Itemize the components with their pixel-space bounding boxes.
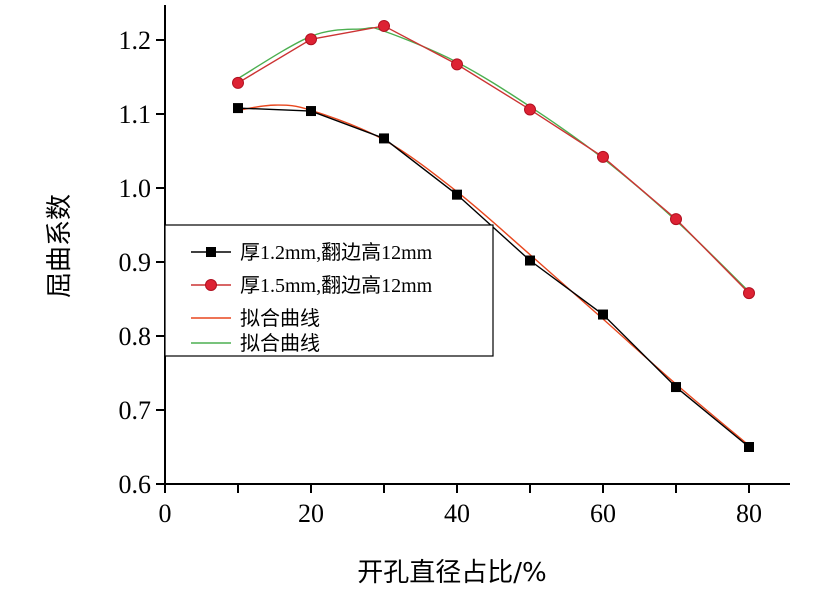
series-line-2 — [237, 25, 750, 294]
data-point — [670, 213, 682, 226]
y-tick-label: 0.7 — [119, 396, 152, 425]
legend-label-3: 拟合曲线 — [240, 307, 320, 330]
y-tick-label: 1.1 — [119, 100, 152, 129]
data-point — [743, 287, 755, 300]
y-tick-label: 1.2 — [119, 26, 152, 55]
axes: 0 20 40 60 80 0.6 0.7 0.8 0.9 1.0 1.1 1.2 — [119, 5, 790, 528]
x-tick-label: 80 — [736, 499, 762, 528]
x-tick-label: 20 — [298, 499, 324, 528]
legend-box — [164, 224, 494, 357]
data-point — [744, 442, 754, 452]
fit-curve-1 — [237, 104, 750, 447]
data-point — [451, 58, 463, 71]
x-tick-label: 0 — [159, 499, 172, 528]
y-tick-label: 0.8 — [119, 322, 152, 351]
data-point — [525, 255, 535, 266]
legend-marker-square — [206, 247, 216, 257]
data-point — [524, 103, 536, 116]
data-point — [671, 382, 681, 393]
fit-curves — [237, 26, 750, 447]
y-tick-label: 0.9 — [119, 248, 152, 277]
legend-label-2: 厚1.5mm,翻边高12mm — [240, 274, 433, 297]
data-series — [232, 19, 755, 452]
data-point — [233, 103, 243, 114]
data-point — [378, 19, 390, 32]
x-tick-label: 40 — [444, 499, 470, 528]
legend-label-4: 拟合曲线 — [240, 332, 320, 355]
legend-label-1: 厚1.2mm,翻边高12mm — [240, 241, 433, 264]
data-point — [452, 189, 462, 200]
data-point — [232, 76, 244, 89]
y-axis-label: 屈曲系数 — [45, 194, 75, 298]
data-point — [306, 106, 316, 117]
data-point — [379, 133, 389, 144]
legend-marker-circle — [205, 279, 217, 291]
y-tick-label: 1.0 — [119, 174, 152, 203]
data-point — [598, 309, 608, 320]
x-tick-label: 60 — [590, 499, 616, 528]
data-point — [597, 150, 609, 163]
fit-curve-2 — [237, 26, 750, 293]
x-axis-label: 开孔直径占比/% — [357, 558, 546, 588]
y-tick-label: 0.6 — [119, 470, 152, 499]
data-point — [305, 33, 317, 46]
